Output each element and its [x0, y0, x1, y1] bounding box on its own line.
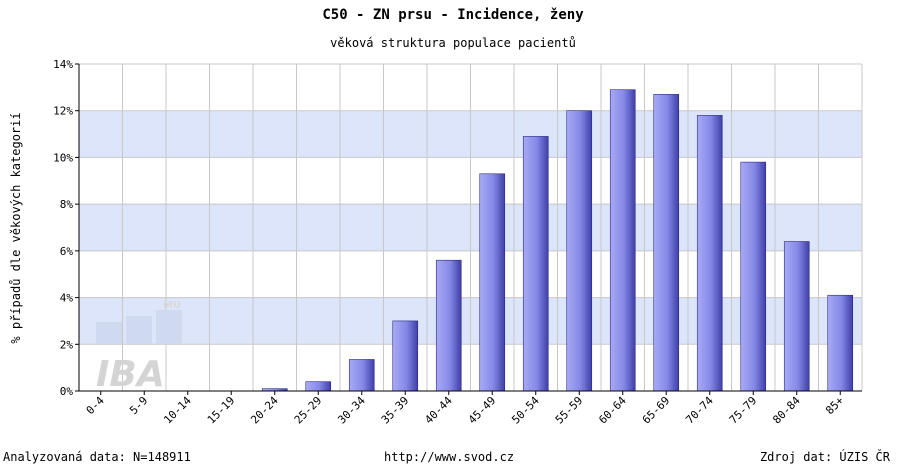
- x-tick-label: 0-4: [84, 394, 108, 418]
- bar-75-79: [740, 161, 767, 392]
- y-tick-label: 8%: [60, 198, 74, 211]
- axes: [78, 64, 862, 392]
- logo-block-3: [156, 310, 182, 344]
- bar-85+: [827, 294, 854, 392]
- x-tick-label: 5-9: [127, 394, 150, 417]
- bars: [261, 89, 854, 392]
- y-tick-label: 14%: [53, 58, 73, 71]
- iba-logo-watermark: MU IBA: [96, 300, 182, 395]
- x-tick-label: 25-29: [292, 394, 325, 427]
- bar-45-49: [479, 173, 506, 392]
- x-tick-label: 80-84: [770, 394, 803, 427]
- logo-block-1: [96, 322, 122, 344]
- bar-65-69: [653, 94, 680, 392]
- x-tick-label: 40-44: [422, 394, 455, 427]
- bar-25-29: [305, 381, 332, 392]
- x-tick-labels: 0-4 5-9 10-14 15-19 20-24 25-29 30-34 35-39 40-4…: [84, 391, 847, 427]
- logo-text: IBA: [96, 354, 165, 395]
- y-tick-label: 10%: [53, 151, 73, 164]
- y-tick-label: 0%: [60, 385, 74, 398]
- x-tick-label: 70-74: [683, 394, 716, 427]
- bar-50-54: [522, 136, 549, 392]
- y-tick-label: 6%: [60, 245, 74, 258]
- x-tick-label: 55-59: [553, 394, 586, 427]
- x-tick-label: 35-39: [379, 394, 412, 427]
- x-tick-label: 75-79: [727, 394, 760, 427]
- logo-sub-text: MU: [163, 300, 181, 311]
- bar-55-59: [566, 110, 593, 392]
- x-tick-label: 15-19: [205, 394, 238, 427]
- bar-80-84: [783, 241, 810, 392]
- x-tick-label: 10-14: [161, 394, 194, 427]
- y-tick-label: 2%: [60, 338, 74, 351]
- bar-30-34: [348, 359, 375, 392]
- y-tick-label: 12%: [53, 105, 73, 118]
- y-axis-title: % případů dle věkových kategorií: [9, 112, 23, 343]
- bar-60-64: [609, 89, 636, 392]
- bar-40-44: [435, 259, 462, 392]
- footer-source: Zdroj dat: ÚZIS ČR: [759, 450, 890, 464]
- x-tick-label: 30-34: [335, 394, 368, 427]
- x-tick-label: 65-69: [640, 394, 673, 427]
- bar-35-39: [392, 320, 419, 392]
- x-tick-label: 45-49: [466, 394, 499, 427]
- y-tick-labels: 0% 2% 4% 6% 8% 10% 12% 14%: [53, 58, 79, 398]
- footer-url-link[interactable]: http://www.svod.cz: [384, 450, 515, 464]
- y-tick-label: 4%: [60, 292, 74, 305]
- chart-title: C50 - ZN prsu - Incidence, ženy: [322, 7, 584, 23]
- x-tick-label: 20-24: [248, 394, 281, 427]
- logo-block-2: [126, 316, 152, 344]
- x-tick-label: 50-54: [509, 394, 542, 427]
- bar-70-74: [696, 115, 723, 392]
- x-tick-label: 60-64: [596, 394, 629, 427]
- chart-subtitle: věková struktura populace pacientů: [330, 36, 576, 50]
- footer-data-count: Analyzovaná data: N=148911: [3, 450, 191, 464]
- x-tick-label: 85+: [823, 394, 847, 418]
